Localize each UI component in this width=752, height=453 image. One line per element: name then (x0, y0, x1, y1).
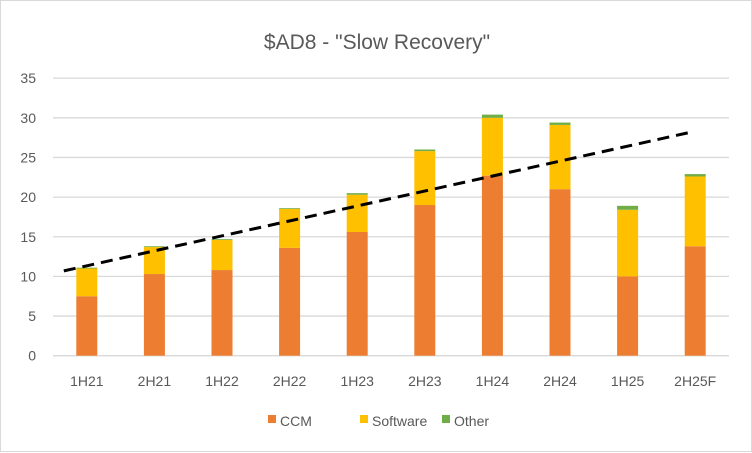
bar-other-2H24 (549, 122, 571, 125)
bar-ccm-1H25 (617, 276, 639, 356)
bar-software-1H21 (76, 268, 98, 297)
bar-ccm-2H22 (279, 247, 301, 356)
bar-ccm-2H23 (414, 205, 436, 356)
bar-other-2H22 (279, 208, 301, 209)
legend-label: CCM (280, 413, 312, 429)
y-tick-label: 5 (28, 308, 36, 324)
bar-ccm-1H21 (76, 296, 98, 356)
y-tick-label: 30 (20, 110, 36, 126)
bar-ccm-2H21 (143, 274, 165, 356)
y-tick-label: 20 (20, 189, 36, 205)
x-tick-label: 2H22 (273, 373, 307, 389)
bar-ccm-1H22 (211, 270, 233, 356)
x-tick-label: 2H23 (408, 373, 442, 389)
bar-other-1H22 (211, 239, 233, 240)
bar-other-1H25 (617, 205, 639, 210)
y-tick-label: 35 (20, 70, 36, 86)
bar-other-1H24 (481, 114, 503, 118)
x-tick-label: 1H25 (611, 373, 645, 389)
x-tick-label: 1H22 (205, 373, 239, 389)
legend-label: Software (372, 413, 427, 429)
bar-other-1H23 (346, 193, 368, 195)
legend-swatch-other (442, 415, 450, 423)
bar-software-2H21 (143, 247, 165, 275)
x-tick-label: 1H21 (70, 373, 104, 389)
bar-software-1H23 (346, 194, 368, 232)
x-tick-label: 2H24 (543, 373, 577, 389)
legend-label: Other (454, 413, 489, 429)
bar-software-1H22 (211, 239, 233, 271)
bar-ccm-1H24 (481, 175, 503, 356)
bar-software-1H24 (481, 117, 503, 176)
legend-swatch-software (360, 415, 368, 423)
bar-other-2H21 (143, 246, 165, 248)
y-tick-label: 10 (20, 268, 36, 284)
x-tick-label: 1H24 (476, 373, 510, 389)
bar-software-2H23 (414, 151, 436, 206)
bar-other-2H23 (414, 149, 436, 152)
x-tick-label: 1H23 (340, 373, 374, 389)
bar-other-1H21 (76, 267, 98, 269)
y-tick-label: 25 (20, 149, 36, 165)
bar-software-2H22 (279, 208, 301, 248)
trendline (63, 130, 692, 273)
x-tick-label: 2H25F (674, 373, 716, 389)
y-tick-label: 0 (28, 348, 36, 364)
bar-ccm-2H24 (549, 189, 571, 356)
bar-ccm-2H25F (684, 246, 706, 356)
bar-software-1H25 (617, 209, 639, 277)
bar-software-2H25F (684, 176, 706, 247)
y-tick-label: 15 (20, 229, 36, 245)
bar-ccm-1H23 (346, 231, 368, 356)
chart-title: $AD8 - "Slow Recovery" (264, 31, 490, 54)
x-tick-label: 2H21 (138, 373, 172, 389)
bar-software-2H24 (549, 124, 571, 190)
bar-other-2H25F (684, 174, 706, 177)
legend-swatch-ccm (268, 415, 276, 423)
